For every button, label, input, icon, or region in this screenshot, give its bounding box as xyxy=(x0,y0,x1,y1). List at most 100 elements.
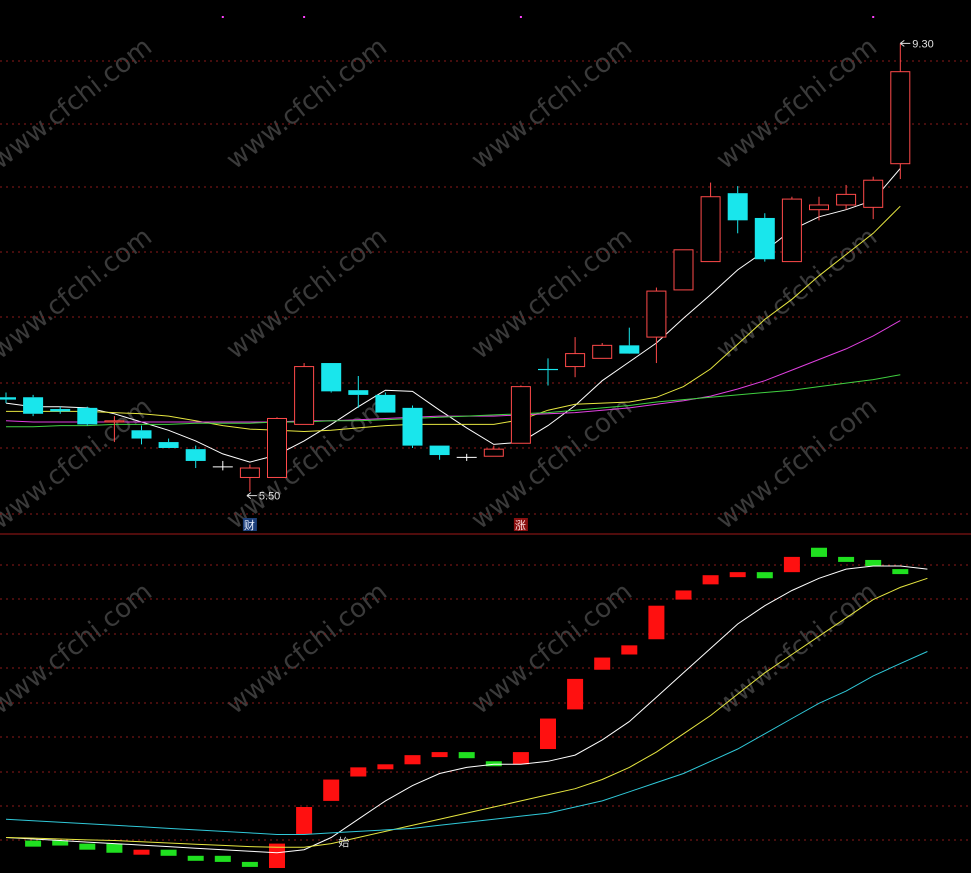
oscillator-bar-up xyxy=(783,556,800,573)
candle-body-up xyxy=(673,249,694,291)
oscillator-bar-up xyxy=(567,678,584,710)
candle-body-up xyxy=(646,290,667,338)
oscillator-bar-down xyxy=(838,556,855,562)
signal-box-zhang xyxy=(513,518,528,531)
oscillator-bar-up xyxy=(377,764,394,770)
candle-body-up xyxy=(863,179,884,208)
low-arrow-icon xyxy=(246,492,257,500)
oscillator-bar-up xyxy=(594,657,611,670)
candle xyxy=(50,406,71,414)
oscillator-bar-down xyxy=(106,843,123,853)
ma5-line xyxy=(5,168,901,463)
candle-body-up xyxy=(267,417,287,478)
candle-body-up xyxy=(510,386,531,444)
top-markers xyxy=(221,16,875,18)
candle-body-down xyxy=(619,345,640,354)
oscillator-bar-down xyxy=(458,752,475,759)
oscillator-bar-up xyxy=(648,605,665,640)
candle-body-down xyxy=(23,397,44,414)
candle-body-up xyxy=(700,196,721,263)
top-marker-dot xyxy=(519,16,522,18)
oscillator-line-1 xyxy=(5,565,928,854)
candle xyxy=(809,196,829,221)
oscillator-bar-down xyxy=(892,569,909,575)
oscillator-bar-up xyxy=(512,752,529,765)
candle-body-down xyxy=(131,430,152,439)
candle-body-down xyxy=(375,394,396,413)
high-price-annotation: 9.30 xyxy=(900,38,934,50)
candle-body-up xyxy=(104,420,125,423)
oscillator-lines xyxy=(5,565,928,854)
low-price-label: 5.50 xyxy=(259,491,280,503)
candle xyxy=(510,385,531,444)
signal-text-cai: 财 xyxy=(244,518,255,532)
high-price-label: 9.30 xyxy=(912,38,933,50)
low-price-annotation: 5.50 xyxy=(246,491,280,503)
candle-body-up xyxy=(294,366,315,425)
candle xyxy=(77,406,98,426)
candle xyxy=(402,405,423,448)
candle xyxy=(781,196,802,263)
candle xyxy=(890,43,911,180)
candle-body-up xyxy=(483,448,504,457)
candle xyxy=(673,249,694,291)
candle-body-down xyxy=(429,445,450,456)
oscillator-bar-down xyxy=(485,761,502,767)
oscillator-bar-up xyxy=(269,843,285,868)
candle xyxy=(592,342,613,359)
signal-label-zhang: 涨 xyxy=(513,518,528,532)
oscillator-bar-up xyxy=(296,807,313,835)
oscillator-bar-down xyxy=(160,849,177,856)
top-marker-dot xyxy=(872,16,875,18)
candle xyxy=(348,376,369,408)
candle-body-up xyxy=(890,71,911,165)
candle-body-up xyxy=(781,198,802,263)
candle-body-down xyxy=(50,409,71,412)
candle-body-down xyxy=(321,363,342,392)
candle xyxy=(565,337,586,378)
candle-body-down xyxy=(0,397,16,400)
signal-label-cai: 财 xyxy=(242,518,257,532)
oscillator-bar-down xyxy=(79,843,96,850)
candle xyxy=(294,363,315,425)
oscillator-bar-down xyxy=(52,840,69,846)
candle xyxy=(863,176,884,220)
candle xyxy=(185,445,206,469)
candle xyxy=(267,417,287,478)
candle xyxy=(23,394,44,417)
oscillator-bar-down xyxy=(241,861,258,867)
candle xyxy=(429,445,450,460)
top-marker-dot xyxy=(303,16,306,18)
candle xyxy=(483,445,504,457)
oscillator-bar-up xyxy=(431,752,448,758)
candle xyxy=(0,392,16,404)
candle-body-down xyxy=(348,390,369,395)
oscillator-bar-down xyxy=(756,572,773,579)
oscillator-bar-up xyxy=(621,645,638,655)
candle-body-down xyxy=(727,193,748,221)
candle xyxy=(456,453,477,461)
oscillator-bar-down xyxy=(25,840,42,847)
candle-body-down xyxy=(77,407,98,425)
candle-body-up xyxy=(809,204,829,211)
candle-body-up xyxy=(836,193,857,206)
ma60-line xyxy=(6,374,901,428)
candle-body-up xyxy=(592,344,613,359)
oscillator-bar-down xyxy=(187,855,204,861)
candle-body-up xyxy=(565,353,586,368)
candle xyxy=(212,460,233,471)
oscillator-bar-up xyxy=(323,779,340,801)
oscillator-bar-down xyxy=(811,547,827,557)
oscillator-signal-label: 始 xyxy=(338,835,349,849)
oscillator-bar-up xyxy=(702,575,719,585)
candle xyxy=(754,213,775,262)
candle-body-down xyxy=(158,442,179,448)
candle xyxy=(158,438,179,448)
candle-body-up xyxy=(239,467,260,478)
candle-body-down xyxy=(402,407,423,446)
oscillator-line-3 xyxy=(5,651,928,835)
oscillator-bar-down xyxy=(214,855,231,862)
candle xyxy=(104,416,125,443)
